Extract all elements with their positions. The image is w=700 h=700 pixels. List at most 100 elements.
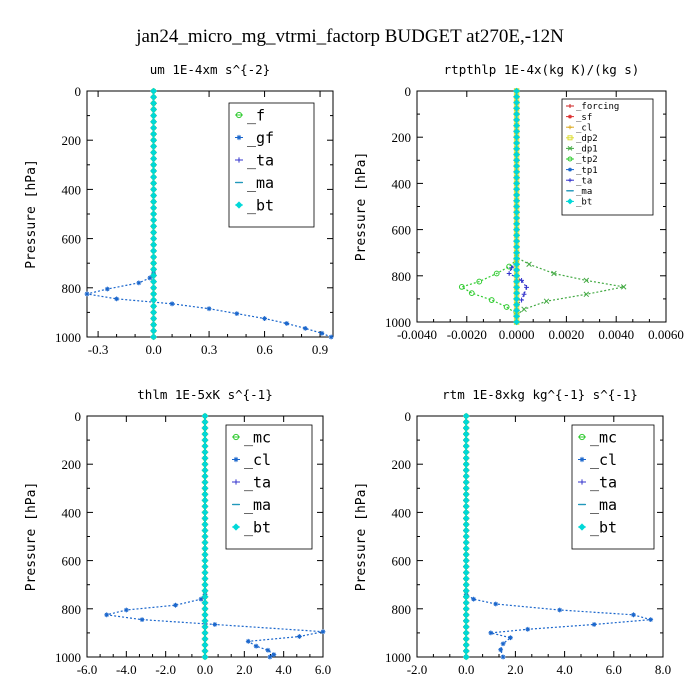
x-tick-label: 0.0020 — [549, 327, 585, 342]
data-point-marker — [150, 100, 157, 107]
series-bt — [201, 412, 209, 661]
x-tick-label: 6.0 — [606, 662, 622, 677]
x-tick-label: 0.0000 — [499, 327, 535, 342]
legend-marker — [578, 523, 586, 531]
data-point-marker — [150, 333, 157, 341]
data-point-marker — [320, 629, 326, 635]
panel-title: um 1E-4xm s^{-2} — [150, 62, 270, 77]
data-point-marker — [519, 278, 524, 283]
data-point-marker — [201, 653, 209, 661]
data-point-marker — [462, 497, 470, 504]
data-point-marker — [150, 112, 157, 119]
legend-marker — [568, 167, 572, 172]
data-point-marker — [150, 321, 157, 328]
data-point-marker — [201, 467, 209, 474]
data-point-marker — [150, 173, 157, 181]
legend-label: _mc — [590, 428, 617, 446]
data-point-marker — [150, 118, 157, 125]
x-tick-label: 0.9 — [312, 342, 328, 357]
data-point-marker — [462, 436, 470, 444]
legend-label: _mc — [244, 428, 271, 446]
data-point-marker — [136, 280, 142, 286]
data-point-marker — [462, 599, 470, 606]
data-point-marker — [265, 647, 271, 653]
data-point-marker — [234, 311, 240, 317]
data-point-marker — [262, 316, 267, 321]
data-point-marker — [150, 143, 157, 150]
y-tick-label: 800 — [392, 269, 412, 284]
x-tick-label: 4.0 — [556, 662, 572, 677]
data-point-marker — [150, 87, 157, 95]
data-point-marker — [139, 617, 145, 623]
data-point-marker — [169, 301, 175, 307]
legend-marker — [236, 157, 242, 163]
data-point-marker — [462, 623, 470, 631]
data-point-marker — [302, 325, 308, 331]
y-axis-label: Pressure [hPa] — [24, 159, 39, 269]
data-point-marker — [462, 424, 470, 432]
data-point-marker — [201, 436, 209, 444]
data-point-marker — [462, 641, 470, 649]
data-point-marker — [462, 418, 470, 426]
data-point-marker — [114, 296, 119, 302]
legend-marker — [232, 433, 240, 441]
chart-panel-2: rtpthlp 1E-4x(kg K)/(kg s) Pressure [hPa]… — [354, 62, 684, 342]
data-point-marker — [201, 641, 209, 649]
legend-label: _f — [247, 106, 265, 124]
data-point-marker — [462, 521, 470, 528]
data-point-marker — [201, 575, 209, 582]
data-point-marker — [591, 622, 597, 627]
legend-label: _bt — [576, 198, 592, 208]
legend-label: _ta — [244, 473, 271, 491]
data-point-marker — [150, 290, 157, 298]
data-point-marker — [620, 284, 627, 290]
data-point-marker — [462, 569, 470, 576]
data-point-marker — [462, 557, 470, 564]
x-tick-label: -4.0 — [116, 662, 137, 677]
data-point-marker — [462, 442, 470, 450]
data-point-marker — [521, 306, 527, 313]
data-point-marker — [150, 161, 157, 169]
y-tick-label: 200 — [392, 457, 412, 472]
data-point-marker — [84, 291, 90, 297]
data-point-marker — [493, 601, 499, 607]
data-point-marker — [201, 418, 209, 426]
y-tick-label: 200 — [62, 133, 82, 148]
data-point-marker — [521, 291, 527, 297]
x-tick-label: 6.0 — [315, 662, 331, 677]
figure-title: jan24_micro_mg_vtrmi_factorp BUDGET at27… — [135, 26, 564, 47]
legend: _mc _cl _ta _ma _bt — [225, 424, 313, 550]
data-point-marker — [498, 647, 504, 653]
legend-marker — [567, 156, 573, 162]
data-point-marker — [583, 277, 590, 284]
data-point-marker — [462, 617, 470, 625]
data-point-marker — [297, 634, 302, 639]
y-tick-label: 800 — [62, 602, 82, 617]
data-point-marker — [150, 216, 157, 224]
y-tick-label: 400 — [62, 505, 82, 520]
y-tick-label: 1000 — [385, 650, 411, 665]
data-point-marker — [201, 587, 209, 594]
data-point-marker — [462, 473, 470, 480]
series-bt — [462, 412, 470, 661]
data-point-marker — [150, 266, 157, 273]
data-point-marker — [147, 275, 153, 281]
data-point-marker — [328, 334, 334, 340]
data-point-marker — [150, 223, 157, 230]
x-tick-label: 2.0 — [236, 662, 252, 677]
data-point-marker — [462, 509, 470, 516]
data-point-marker — [201, 521, 209, 528]
x-tick-label: 4.0 — [276, 662, 292, 677]
data-point-marker — [500, 654, 506, 660]
legend-label: _tp1 — [576, 166, 598, 176]
x-tick-label: 0.0 — [458, 662, 474, 677]
data-point-marker — [150, 229, 157, 236]
data-point-marker — [543, 298, 550, 304]
y-tick-label: 200 — [392, 130, 412, 145]
data-point-marker — [150, 149, 157, 156]
legend-label: _cl — [590, 451, 617, 469]
data-point-marker — [648, 617, 654, 623]
data-point-marker — [462, 527, 470, 534]
data-point-marker — [150, 284, 157, 292]
